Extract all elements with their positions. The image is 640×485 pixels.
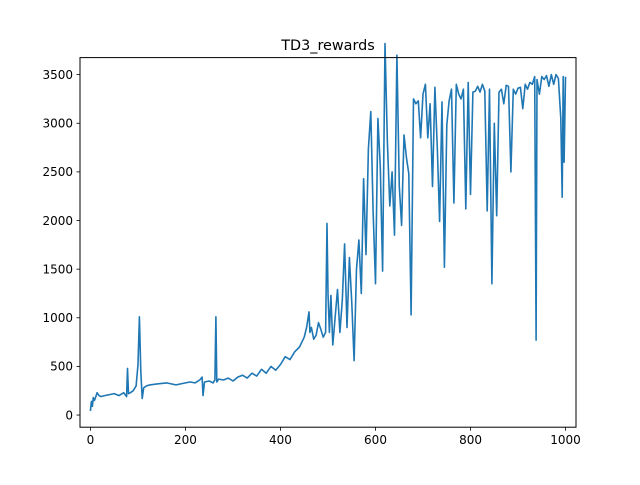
y-tick-label: 500 [50,360,73,374]
x-axis-ticks: 0 200 400 600 800 1000 [87,427,581,447]
y-axis-ticks: 0 500 1000 1500 2000 2500 3000 3500 [42,68,80,422]
x-tick-label: 200 [174,433,197,447]
x-tick-label: 1000 [550,433,581,447]
y-tick-label: 3000 [42,117,73,131]
x-tick-label: 0 [87,433,95,447]
y-tick-label: 1500 [42,262,73,276]
y-tick-label: 1000 [42,311,73,325]
y-tick-label: 0 [65,408,73,422]
plot-frame [79,57,577,428]
x-tick-label: 800 [459,433,482,447]
x-tick-label: 600 [364,433,387,447]
y-tick-label: 2000 [42,214,73,228]
series-layer [89,42,567,412]
series-line-0 [89,42,567,412]
y-tick-label: 2500 [42,165,73,179]
chart-title: TD3_rewards [280,38,375,54]
x-tick-label: 400 [269,433,292,447]
y-tick-label: 3500 [42,68,73,82]
